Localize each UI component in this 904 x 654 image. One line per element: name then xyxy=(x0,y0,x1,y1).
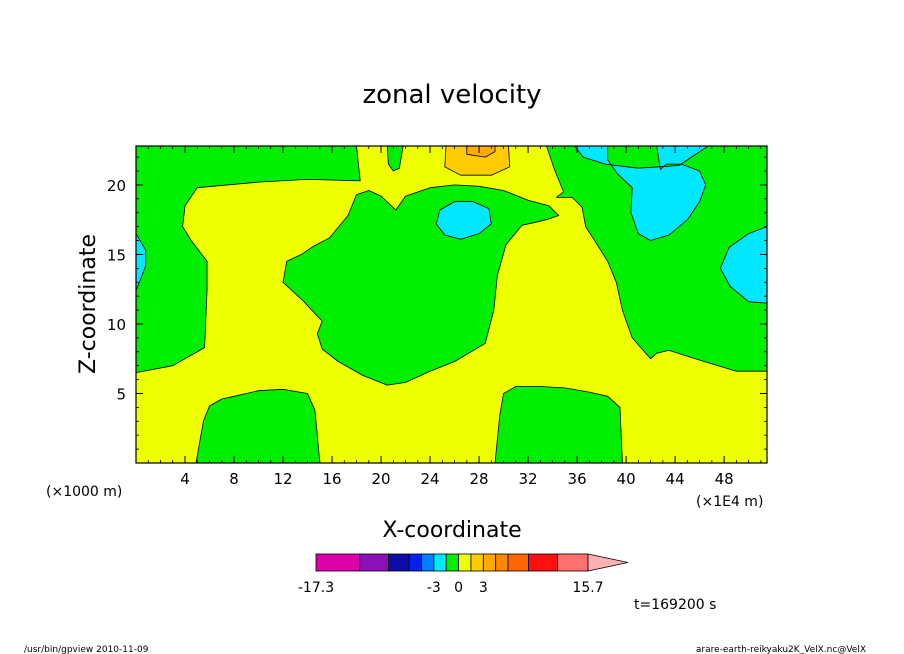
contour-region-right-edge-cyan xyxy=(720,226,767,304)
x-tick-label: 16 xyxy=(322,470,341,488)
contour-region-bottom-left-negative xyxy=(195,388,321,463)
colorbar-bin xyxy=(528,553,558,572)
x-axis: 4 8 12 16 20 24 28 32 36 40 44 48 xyxy=(180,146,734,488)
x-tick-label: 24 xyxy=(421,470,440,488)
contour-region-top-right-cyan xyxy=(574,146,709,241)
colorbar-bin xyxy=(458,553,472,572)
x-axis-label: X-coordinate xyxy=(382,518,521,543)
colorbar-bin xyxy=(388,553,410,572)
contour-region-top-orange xyxy=(466,146,496,158)
colorbar-tick-label: 3 xyxy=(479,580,488,596)
colorbar xyxy=(315,553,629,572)
colorbar-min-label: -17.3 xyxy=(298,580,334,596)
x-tick-label: 12 xyxy=(273,470,292,488)
contour-region-center-cyan-blob xyxy=(435,201,492,240)
contour-region-bottom-right-negative xyxy=(494,386,623,463)
y-axis-label: Z-coordinate xyxy=(76,234,101,374)
x-tick-label: 20 xyxy=(372,470,391,488)
contour-region-top-right-negative xyxy=(546,146,767,372)
source-label: arare-earth-reikyaku2K_VelX.nc@VelX xyxy=(696,645,866,654)
colorbar-bin xyxy=(557,553,589,572)
colorbar-mid-labels: -3 0 3 xyxy=(427,580,488,596)
colorbar-tick-label: -3 xyxy=(427,580,441,596)
x-tick-label: 28 xyxy=(470,470,489,488)
plot-area xyxy=(135,145,768,464)
colorbar-tick-label: 0 xyxy=(454,580,463,596)
chart-title: zonal velocity xyxy=(362,80,541,110)
colorbar-bin xyxy=(315,553,361,572)
x-tick-label: 8 xyxy=(229,470,239,488)
plot-frame xyxy=(135,145,768,464)
colorbar-bin xyxy=(421,553,435,572)
contour-region-central-negative xyxy=(282,184,560,386)
x-unit-right: (×1E4 m) xyxy=(696,494,763,510)
y-axis: 5 10 15 20 xyxy=(107,177,767,403)
y-tick-label: 5 xyxy=(116,385,126,403)
program-label: /usr/bin/gpview 2010-11-09 xyxy=(24,645,149,654)
colorbar-bin xyxy=(359,553,389,572)
y-tick-label: 10 xyxy=(107,316,126,334)
x-tick-label: 44 xyxy=(666,470,685,488)
y-tick-label: 15 xyxy=(107,246,126,264)
colorbar-bin xyxy=(408,553,422,572)
x-tick-label: 48 xyxy=(715,470,734,488)
contour-region-top-orange-light xyxy=(444,146,511,176)
time-label: t=169200 s xyxy=(634,597,716,613)
colorbar-bin xyxy=(482,553,497,572)
x-tick-label: 4 xyxy=(180,470,190,488)
x-unit-left: (×1000 m) xyxy=(46,484,122,500)
colorbar-max-label: 15.7 xyxy=(572,580,603,596)
x-tick-label: 32 xyxy=(519,470,538,488)
contour-region-left-edge-cyan xyxy=(136,233,147,292)
colorbar-bin xyxy=(445,553,459,572)
colorbar-bin xyxy=(470,553,484,572)
colorbar-bin xyxy=(495,553,509,572)
colorbar-overflow-arrow xyxy=(587,553,629,572)
y-tick-label: 20 xyxy=(107,177,126,195)
contour-region-top-left-notch xyxy=(386,146,404,172)
colorbar-bin xyxy=(433,553,447,572)
contour-region-left-top-negative xyxy=(136,146,361,374)
x-tick-label: 36 xyxy=(568,470,587,488)
x-tick-label: 40 xyxy=(617,470,636,488)
colorbar-bin xyxy=(507,553,530,572)
